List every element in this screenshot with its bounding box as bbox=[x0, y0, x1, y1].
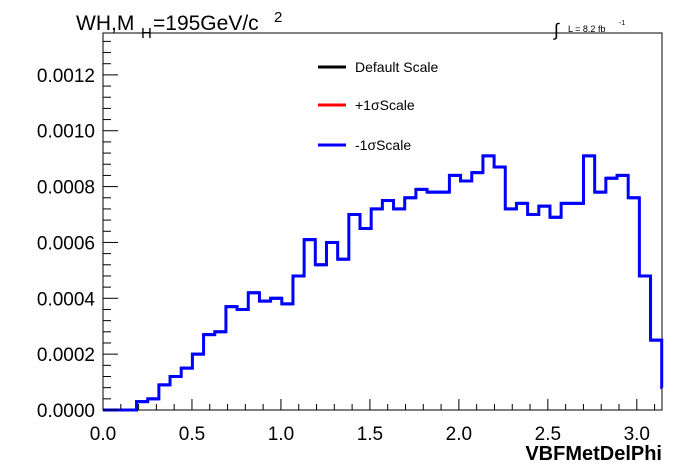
x-tick-label: 3.0 bbox=[624, 424, 650, 445]
legend-label-default: Default Scale bbox=[355, 59, 438, 75]
x-tick-label: 2.5 bbox=[535, 424, 561, 445]
histogram-series-line bbox=[103, 154, 664, 412]
x-tick-label: 2.0 bbox=[446, 424, 472, 445]
legend-label-minus: -1σScale bbox=[355, 137, 411, 153]
lumi-text: L = 8.2 fb bbox=[568, 24, 605, 34]
title-prefix: WH,M bbox=[76, 12, 134, 35]
x-axis-title: VBFMetDelPhi bbox=[525, 443, 662, 465]
x-tick-label: 0.0 bbox=[90, 424, 116, 445]
lumi-integral: ∫ bbox=[552, 20, 560, 40]
y-tick-label: 0.0002 bbox=[37, 345, 95, 366]
title-superscript: 2 bbox=[274, 9, 282, 26]
x-tick-label: 1.5 bbox=[357, 424, 383, 445]
title-subscript: H bbox=[141, 25, 152, 42]
y-tick-label: 0.0012 bbox=[37, 66, 95, 87]
y-tick-label: 0.0010 bbox=[37, 122, 95, 143]
lumi-label: ∫ L = 8.2 fb -1 bbox=[552, 20, 625, 40]
x-tick-label: 0.5 bbox=[179, 424, 205, 445]
x-tick-label: 1.0 bbox=[268, 424, 294, 445]
chart-title: WH,M H =195GeV/c 2 bbox=[76, 9, 282, 42]
plot-frame bbox=[102, 32, 663, 411]
y-tick-label: 0.0006 bbox=[37, 233, 95, 254]
y-tick-label: 0.0004 bbox=[37, 289, 96, 310]
title-value: =195GeV/c bbox=[153, 12, 259, 35]
lumi-superscript: -1 bbox=[619, 20, 625, 27]
legend-label-plus: +1σScale bbox=[355, 97, 415, 113]
y-tick-label: 0.0008 bbox=[37, 178, 95, 199]
legend: Default Scale +1σScale -1σScale bbox=[318, 59, 438, 153]
histogram-layer bbox=[103, 154, 664, 412]
y-tick-label: 0.0000 bbox=[37, 401, 95, 422]
axis-layer: 0.0 0.5 1.0 1.5 2.0 2.5 3.0 0.0000 0.0002 0.0004 0… bbox=[37, 40, 656, 445]
